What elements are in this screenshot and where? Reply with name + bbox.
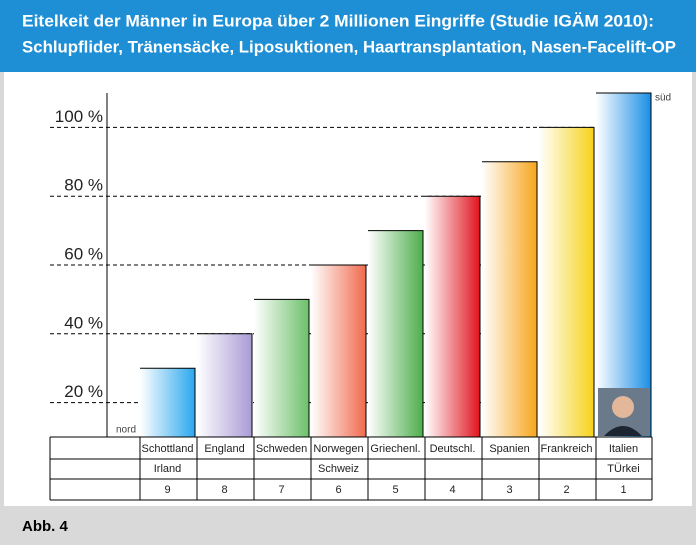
category-label-2: Schweiz [318,463,359,475]
category-label: Spanien [489,443,529,455]
category-label: Frankreich [541,443,593,455]
chart-subtitle: Schlupflider, Tränensäcke, Liposuktionen… [22,37,676,56]
category-label-2: TÜrkei [607,463,639,475]
annotation: süd [655,93,671,104]
y-tick-label: 100 % [55,107,103,126]
category-label: England [204,443,244,455]
bar [482,161,537,438]
rank: 4 [449,484,455,496]
y-tick-label: 20 % [64,382,103,401]
chart-title: Eitelkeit der Männer in Europa über 2 Mi… [22,11,654,30]
rank: 2 [563,484,569,496]
rank: 7 [278,484,284,496]
category-label: Schweden [256,443,307,455]
rank: 9 [164,484,170,496]
bar [539,127,594,438]
y-tick-label: 40 % [64,313,103,332]
category-label: Schottland [142,443,194,455]
bar [254,299,309,437]
bar [140,368,195,437]
y-tick-label: 60 % [64,244,103,263]
rank: 6 [335,484,341,496]
rank: 5 [392,484,398,496]
bar [425,196,480,437]
category-label: Norwegen [313,443,363,455]
category-label: Griechenl. [370,443,420,455]
y-tick-label: 80 % [64,176,103,195]
rank: 8 [221,484,227,496]
bar [596,93,651,437]
category-label: Italien [609,443,638,455]
annotation: nord [116,425,136,436]
category-label-2: Irland [154,463,182,475]
rank: 3 [506,484,512,496]
bar [311,265,366,437]
bar [197,333,252,437]
caption: Abb. 4 [22,518,68,535]
header [0,0,696,72]
bar [368,230,423,437]
category-label: Deutschl. [430,443,476,455]
rank: 1 [620,484,626,496]
